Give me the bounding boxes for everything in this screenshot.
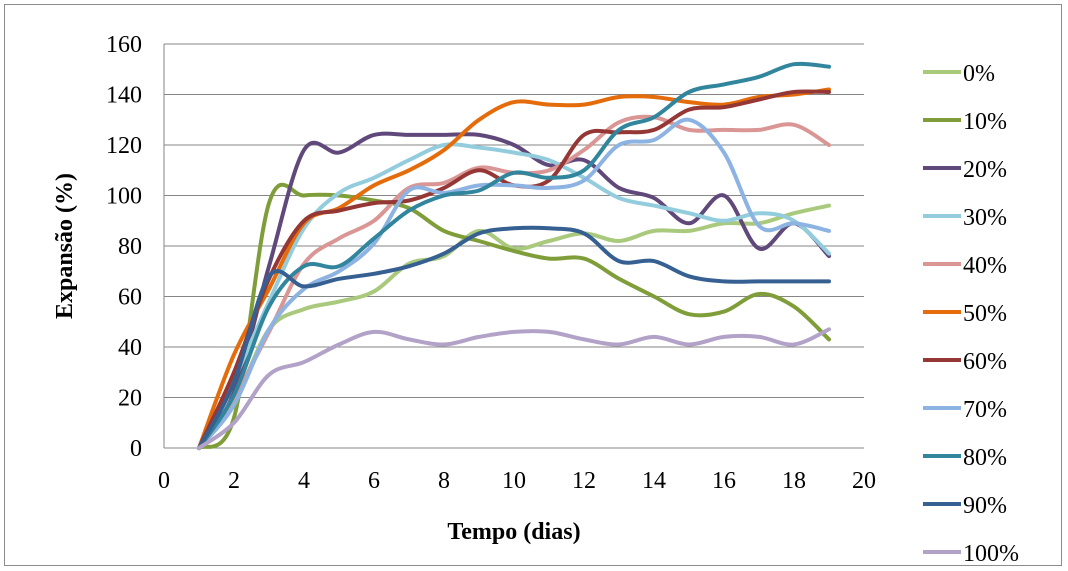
legend-label: 0% [963,61,995,87]
series-line-20pct [197,131,831,450]
legend-label: 50% [963,301,1007,327]
series-line-60pct [197,89,831,450]
y-tick-label: 0 [130,436,142,462]
series-line-80pct [197,61,831,450]
series-line-10pct [197,182,831,450]
x-tick-label: 18 [782,468,806,494]
axes [163,44,864,449]
x-tick-label: 16 [712,468,736,494]
legend-label: 100% [963,541,1019,567]
legend-label: 60% [963,349,1007,375]
y-tick-label: 20 [118,386,142,412]
y-tick-label: 120 [106,133,142,159]
y-tick-label: 60 [118,285,142,311]
x-tick-label: 12 [572,468,596,494]
series-line-70pct [197,117,831,450]
tick-labels: 0 20 40 60 80 100 120 140 160 0 2 4 6 8 10 12 14 16 18 20 [106,32,876,494]
line-chart: 0 20 40 60 80 100 120 140 160 0 2 4 6 8 10 12 14 16 18 20 T… [52,32,1019,567]
x-tick-label: 14 [642,468,666,494]
legend-label: 90% [963,493,1007,519]
y-tick-label: 160 [106,32,142,58]
x-tick-label: 8 [438,468,450,494]
chart-area: 0 20 40 60 80 100 120 140 160 0 2 4 6 8 10 12 14 16 18 20 T… [4,4,1062,567]
legend-label: 40% [963,253,1007,279]
legend-label: 80% [963,445,1007,471]
y-tick-label: 80 [118,234,142,260]
legend: 0% 10% 20% 30% 40% 50% 60% 70% 80% 90% 100% [923,61,1019,567]
y-axis-title: Expansão (%) [52,173,78,319]
legend-label: 70% [963,397,1007,423]
x-tick-label: 4 [298,468,310,494]
y-tick-label: 100 [106,184,142,210]
x-axis-title: Tempo (dias) [447,519,580,545]
y-tick-label: 140 [106,83,142,109]
x-tick-label: 10 [502,468,526,494]
series-lines [197,61,831,450]
x-tick-label: 0 [158,468,170,494]
legend-label: 20% [963,157,1007,183]
series-line-50pct [197,87,831,450]
series-line-30pct [197,142,831,450]
legend-label: 10% [963,109,1007,135]
legend-label: 30% [963,205,1007,231]
y-tick-label: 40 [118,335,142,361]
series-line-90pct [197,225,831,450]
series-line-100pct [197,327,831,450]
x-tick-label: 6 [368,468,380,494]
series-line-0pct [197,203,831,450]
x-tick-label: 20 [852,468,876,494]
x-tick-label: 2 [228,468,240,494]
